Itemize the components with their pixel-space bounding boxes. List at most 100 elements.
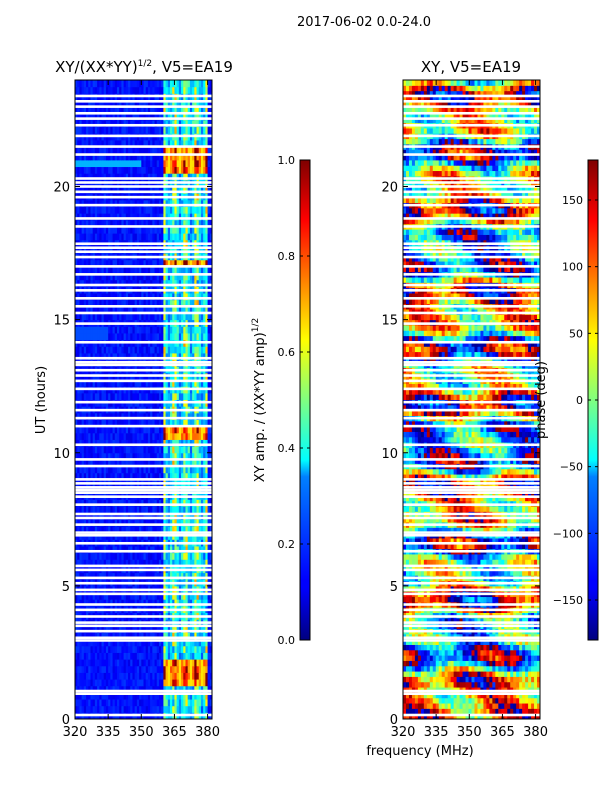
- amplitude-cell: [178, 293, 182, 301]
- amplitude-cell: [205, 246, 209, 254]
- amplitude-cell: [108, 279, 111, 287]
- amplitude-cell: [114, 259, 118, 267]
- amplitude-cell: [97, 379, 100, 387]
- amplitude-cell: [200, 279, 204, 287]
- amplitude-cell: [189, 592, 193, 600]
- amplitude-cell: [97, 273, 100, 281]
- amplitude-cell: [103, 672, 107, 680]
- amplitude-cell: [158, 219, 162, 227]
- amplitude-cell: [194, 665, 198, 673]
- amplitude-cell: [189, 572, 193, 580]
- amplitude-cell: [200, 559, 204, 567]
- amplitude-cell: [121, 645, 125, 653]
- amplitude-cell: [207, 439, 211, 447]
- amplitude-cell: [83, 692, 87, 700]
- amplitude-cell: [189, 219, 193, 227]
- amplitude-cell: [178, 199, 182, 207]
- amplitude-cell: [209, 685, 212, 693]
- amplitude-cell: [121, 266, 125, 274]
- amplitude-cell: [81, 412, 85, 420]
- amplitude-cell: [154, 699, 158, 707]
- amplitude-cell: [83, 432, 87, 440]
- amplitude-cell: [121, 352, 125, 361]
- amplitude-cell: [101, 665, 105, 673]
- amplitude-cell: [108, 266, 111, 274]
- amplitude-cell: [165, 259, 169, 267]
- amplitude-cell: [181, 213, 184, 221]
- amplitude-cell: [209, 352, 212, 361]
- amplitude-cell: [110, 213, 114, 221]
- amplitude-cell: [194, 419, 198, 427]
- amplitude-cell: [114, 506, 118, 514]
- amplitude-cell: [170, 639, 173, 647]
- amplitude-cell: [141, 219, 144, 227]
- amplitude-cell: [209, 592, 212, 600]
- amplitude-cell: [77, 552, 80, 560]
- amplitude-cell: [203, 652, 206, 660]
- amplitude-cell: [152, 645, 156, 653]
- amplitude-cell: [94, 519, 98, 527]
- amplitude-cell: [81, 379, 85, 387]
- amplitude-cell: [75, 379, 78, 387]
- amplitude-cell: [170, 226, 173, 234]
- amplitude-cell: [200, 452, 204, 460]
- amplitude-cell: [75, 419, 78, 427]
- amplitude-cell: [130, 426, 133, 434]
- amplitude-cell: [167, 645, 171, 653]
- amplitude-cell: [134, 545, 138, 554]
- amplitude-cell: [198, 466, 202, 474]
- amplitude-row: [75, 679, 212, 687]
- amplitude-cell: [194, 632, 198, 640]
- amplitude-cell: [207, 379, 211, 387]
- amplitude-cell: [101, 652, 105, 660]
- amplitude-cell: [92, 699, 96, 707]
- amplitude-cell: [205, 213, 209, 221]
- amplitude-cell: [99, 572, 103, 580]
- amplitude-cell: [187, 665, 191, 673]
- amplitude-cell: [147, 572, 151, 580]
- amplitude-cell: [183, 506, 186, 514]
- amplitude-cell: [172, 326, 175, 334]
- amplitude-cell: [205, 432, 209, 440]
- amplitude-cell: [132, 652, 136, 660]
- amplitude-cell: [194, 299, 198, 307]
- amplitude-cell: [79, 259, 83, 267]
- amplitude-cell: [119, 206, 122, 214]
- amplitude-cell: [192, 672, 195, 680]
- amplitude-cell: [165, 545, 169, 554]
- amplitude-cell: [119, 279, 122, 287]
- amplitude-cell: [105, 659, 109, 667]
- amplitude-cell: [119, 379, 122, 387]
- amplitude-cell: [165, 439, 169, 447]
- amplitude-cell: [174, 519, 178, 527]
- amplitude-cell: [99, 219, 103, 227]
- amplitude-cell: [128, 412, 131, 420]
- amplitude-cell: [196, 525, 200, 534]
- amplitude-cell: [75, 625, 78, 633]
- amplitude-cell: [108, 246, 111, 254]
- amplitude-cell: [92, 519, 96, 527]
- amplitude-cell: [119, 665, 122, 673]
- amplitude-cell: [90, 412, 94, 420]
- amplitude-cell: [79, 632, 83, 640]
- amplitude-cell: [141, 379, 144, 387]
- amplitude-cell: [163, 705, 167, 713]
- amplitude-cell: [145, 672, 149, 680]
- amplitude-cell: [119, 312, 122, 321]
- amplitude-cell: [181, 632, 184, 640]
- amplitude-cell: [92, 652, 96, 660]
- amplitude-cell: [154, 632, 158, 640]
- amplitude-cell: [128, 672, 131, 680]
- amplitude-cell: [167, 432, 171, 440]
- amplitude-cell: [200, 625, 204, 633]
- amplitude-cell: [150, 452, 153, 460]
- amplitude-cell: [83, 213, 87, 221]
- amplitude-cell: [119, 519, 122, 527]
- amplitude-cell: [79, 432, 83, 440]
- amplitude-cell: [136, 206, 140, 214]
- amplitude-cell: [101, 559, 105, 567]
- amplitude-cell: [170, 352, 173, 361]
- amplitude-cell: [170, 392, 173, 400]
- amplitude-cell: [112, 213, 116, 221]
- amplitude-cell: [170, 652, 173, 660]
